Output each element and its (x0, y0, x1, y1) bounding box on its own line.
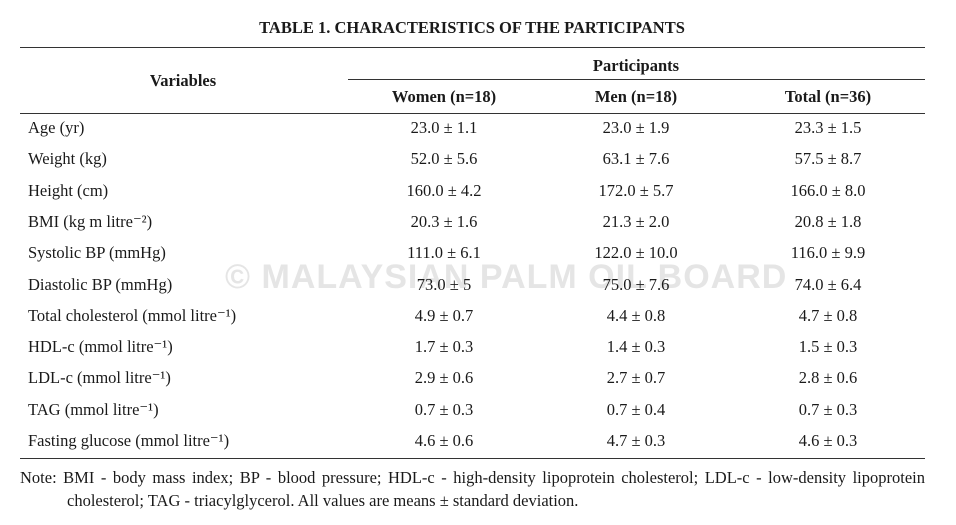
row-label: Diastolic BP (mmHg) (28, 274, 173, 294)
cell-value: 2.9 ± 0.6 (414, 368, 474, 388)
header-rule (20, 113, 925, 114)
cell-value: 20.3 ± 1.6 (410, 211, 478, 231)
cell-value: 73.0 ± 5 (416, 274, 472, 294)
cell-value: 75.0 ± 7.6 (602, 274, 670, 294)
cell-value: 111.0 ± 6.1 (407, 243, 481, 263)
cell-value: 21.3 ± 2.0 (602, 211, 670, 231)
row-label: Systolic BP (mmHg) (28, 243, 166, 263)
row-label: Weight (kg) (28, 149, 107, 169)
table-title: TABLE 1. CHARACTERISTICS OF THE PARTICIP… (259, 18, 685, 37)
row-label: TAG (mmol litre⁻¹) (28, 399, 159, 419)
cell-value: 2.7 ± 0.7 (606, 368, 666, 388)
cell-value: 172.0 ± 5.7 (598, 180, 674, 200)
column-header: Total (n=36) (784, 87, 872, 106)
cell-value: 116.0 ± 9.9 (790, 243, 866, 263)
cell-value: 1.7 ± 0.3 (414, 337, 474, 357)
cell-value: 0.7 ± 0.3 (798, 399, 858, 419)
row-label: BMI (kg m litre⁻²) (28, 211, 153, 231)
cell-value: 23.0 ± 1.9 (602, 118, 670, 137)
cell-value: 52.0 ± 5.6 (410, 149, 478, 169)
variables-header: Variables (149, 71, 217, 90)
row-label: HDL-c (mmol litre⁻¹) (28, 337, 173, 357)
table-note: Note: BMI - body mass index; BP - blood … (20, 468, 925, 510)
column-header: Women (n=18) (391, 87, 497, 106)
cell-value: 4.4 ± 0.8 (606, 305, 666, 325)
cell-value: 23.3 ± 1.5 (794, 118, 862, 137)
cell-value: 20.8 ± 1.8 (794, 211, 862, 231)
cell-value: 4.7 ± 0.3 (606, 431, 666, 450)
cell-value: 4.6 ± 0.6 (414, 431, 474, 450)
cell-value: 23.0 ± 1.1 (410, 118, 478, 137)
cell-value: 122.0 ± 10.0 (594, 243, 678, 263)
row-label: Age (yr) (28, 118, 85, 137)
cell-value: 63.1 ± 7.6 (602, 149, 670, 169)
row-label: LDL-c (mmol litre⁻¹) (28, 368, 171, 388)
row-label: Height (cm) (28, 180, 109, 200)
cell-value: 74.0 ± 6.4 (794, 274, 862, 294)
cell-value: 160.0 ± 4.2 (406, 180, 482, 200)
bottom-rule (20, 458, 925, 459)
cell-value: 57.5 ± 8.7 (794, 149, 862, 169)
cell-value: 4.9 ± 0.7 (414, 305, 474, 325)
top-rule (20, 47, 925, 48)
cell-value: 2.8 ± 0.6 (798, 368, 858, 388)
cell-value: 4.6 ± 0.3 (798, 431, 858, 450)
cell-value: 4.7 ± 0.8 (798, 305, 858, 325)
cell-value: 1.4 ± 0.3 (606, 337, 666, 357)
row-label: Fasting glucose (mmol litre⁻¹) (28, 431, 230, 450)
row-label: Total cholesterol (mmol litre⁻¹) (28, 305, 237, 325)
column-header: Men (n=18) (594, 87, 678, 106)
group-rule (348, 79, 925, 80)
cell-value: 0.7 ± 0.3 (414, 399, 474, 419)
cell-value: 166.0 ± 8.0 (790, 180, 866, 200)
cell-value: 0.7 ± 0.4 (606, 399, 666, 419)
watermark: © MALAYSIAN PALM OIL BOARD (225, 258, 788, 296)
cell-value: 1.5 ± 0.3 (798, 337, 858, 357)
participants-header: Participants (592, 56, 680, 75)
